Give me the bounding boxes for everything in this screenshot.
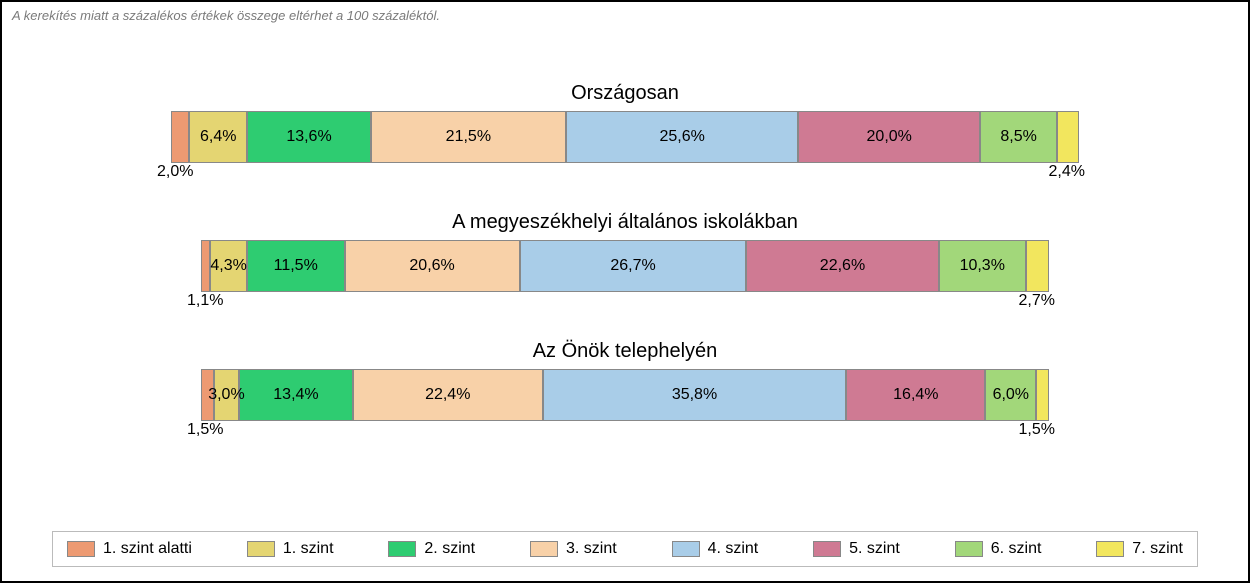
segment-0-3: 21,5% <box>371 111 566 163</box>
segment-label: 16,4% <box>893 386 938 404</box>
chart-title-1: A megyeszékhelyi általános iskolákban <box>52 211 1198 234</box>
segment-1-1: 4,3% <box>210 240 247 292</box>
below-right-0: 2,4% <box>1049 163 1085 181</box>
segment-label: 13,6% <box>286 128 331 146</box>
stacked-bar-1: 4,3% 11,5% 20,6% 26,7% 22,6% 10,3% <box>201 240 1049 292</box>
segment-label: 11,5% <box>274 257 318 275</box>
bar-wrap-0: 6,4%13,6%21,5%25,6%20,0%8,5% 2,0% 2,4% <box>171 111 1079 181</box>
segment-label: 25,6% <box>660 128 705 146</box>
segment-1-2: 11,5% <box>247 240 345 292</box>
stacked-bar-2: 3,0% 13,4% 22,4% 35,8% 16,4% 6,0% <box>201 369 1049 421</box>
legend-label-7: 7. szint <box>1132 540 1183 558</box>
segment-1-3: 20,6% <box>345 240 520 292</box>
segment-2-4: 35,8% <box>543 369 847 421</box>
segment-1-0 <box>201 240 210 292</box>
segment-1-6: 10,3% <box>939 240 1027 292</box>
bar-wrap-2: 3,0%13,4%22,4%35,8%16,4%6,0% 1,5% 1,5% <box>201 369 1049 439</box>
segment-label: 8,5% <box>1000 128 1036 146</box>
legend-item-2: 2. szint <box>388 540 475 558</box>
segment-2-6: 6,0% <box>985 369 1036 421</box>
chart-block-2: Az Önök telephelyén 3,0% 13,4% 22,4% 35,8% 1… <box>52 340 1198 439</box>
legend-item-4: 4. szint <box>672 540 759 558</box>
segment-label: 10,3% <box>960 257 1005 275</box>
legend-swatch-2 <box>388 541 416 557</box>
legend-item-5: 5. szint <box>813 540 900 558</box>
legend-label-3: 3. szint <box>566 540 617 558</box>
legend-swatch-6 <box>955 541 983 557</box>
chart-block-1: A megyeszékhelyi általános iskolákban 4,… <box>52 211 1198 310</box>
segment-label: 3,0% <box>208 386 244 404</box>
below-right-2: 1,5% <box>1019 421 1055 439</box>
segment-2-2: 13,4% <box>239 369 353 421</box>
segment-0-2: 13,6% <box>247 111 370 163</box>
segment-label: 6,0% <box>993 386 1029 404</box>
legend-item-0: 1. szint alatti <box>67 540 192 558</box>
segment-0-5: 20,0% <box>798 111 980 163</box>
chart-title-2: Az Önök telephelyén <box>52 340 1198 363</box>
segment-label: 13,4% <box>273 386 318 404</box>
segment-0-4: 25,6% <box>566 111 798 163</box>
stacked-bar-0: 6,4% 13,6% 21,5% 25,6% 20,0% 8,5% <box>171 111 1079 163</box>
below-right-1: 2,7% <box>1019 292 1055 310</box>
legend-label-1: 1. szint <box>283 540 334 558</box>
legend-item-7: 7. szint <box>1096 540 1183 558</box>
segment-label: 26,7% <box>610 257 655 275</box>
legend-label-2: 2. szint <box>424 540 475 558</box>
legend-label-6: 6. szint <box>991 540 1042 558</box>
segment-2-3: 22,4% <box>353 369 543 421</box>
legend-label-5: 5. szint <box>849 540 900 558</box>
segment-1-4: 26,7% <box>520 240 747 292</box>
below-left-2: 1,5% <box>187 421 223 439</box>
segment-label: 35,8% <box>672 386 717 404</box>
segment-label: 20,6% <box>409 257 454 275</box>
legend-label-4: 4. szint <box>708 540 759 558</box>
segment-label: 4,3% <box>210 257 246 275</box>
segment-label: 22,6% <box>820 257 865 275</box>
segment-label: 6,4% <box>200 128 236 146</box>
chart-title-0: Országosan <box>52 82 1198 105</box>
legend-swatch-7 <box>1096 541 1124 557</box>
below-left-1: 1,1% <box>187 292 223 310</box>
segment-2-1: 3,0% <box>214 369 239 421</box>
legend-swatch-5 <box>813 541 841 557</box>
segment-0-7 <box>1057 111 1079 163</box>
legend-swatch-0 <box>67 541 95 557</box>
segment-2-5: 16,4% <box>846 369 985 421</box>
legend-label-0: 1. szint alatti <box>103 540 192 558</box>
segment-0-1: 6,4% <box>189 111 247 163</box>
legend-item-1: 1. szint <box>247 540 334 558</box>
legend-swatch-4 <box>672 541 700 557</box>
segment-label: 20,0% <box>867 128 912 146</box>
chart-block-0: Országosan 6,4%13,6%21,5%25,6%20,0%8,5% … <box>52 82 1198 181</box>
below-left-0: 2,0% <box>157 163 193 181</box>
segment-label: 22,4% <box>425 386 470 404</box>
legend-item-6: 6. szint <box>955 540 1042 558</box>
segment-2-7 <box>1036 369 1049 421</box>
legend-item-3: 3. szint <box>530 540 617 558</box>
charts-area: Országosan 6,4%13,6%21,5%25,6%20,0%8,5% … <box>52 82 1198 469</box>
legend: 1. szint alatti 1. szint 2. szint 3. szint 4… <box>52 531 1198 567</box>
segment-label: 21,5% <box>446 128 491 146</box>
segment-0-0 <box>171 111 189 163</box>
segment-0-6: 8,5% <box>980 111 1057 163</box>
segment-1-5: 22,6% <box>746 240 938 292</box>
legend-swatch-3 <box>530 541 558 557</box>
segment-1-7 <box>1026 240 1049 292</box>
rounding-note: A kerekítés miatt a százalékos értékek ö… <box>12 8 1238 23</box>
chart-container: A kerekítés miatt a százalékos értékek ö… <box>0 0 1250 583</box>
bar-wrap-1: 4,3%11,5%20,6%26,7%22,6%10,3% 1,1% 2,7% <box>201 240 1049 310</box>
legend-swatch-1 <box>247 541 275 557</box>
